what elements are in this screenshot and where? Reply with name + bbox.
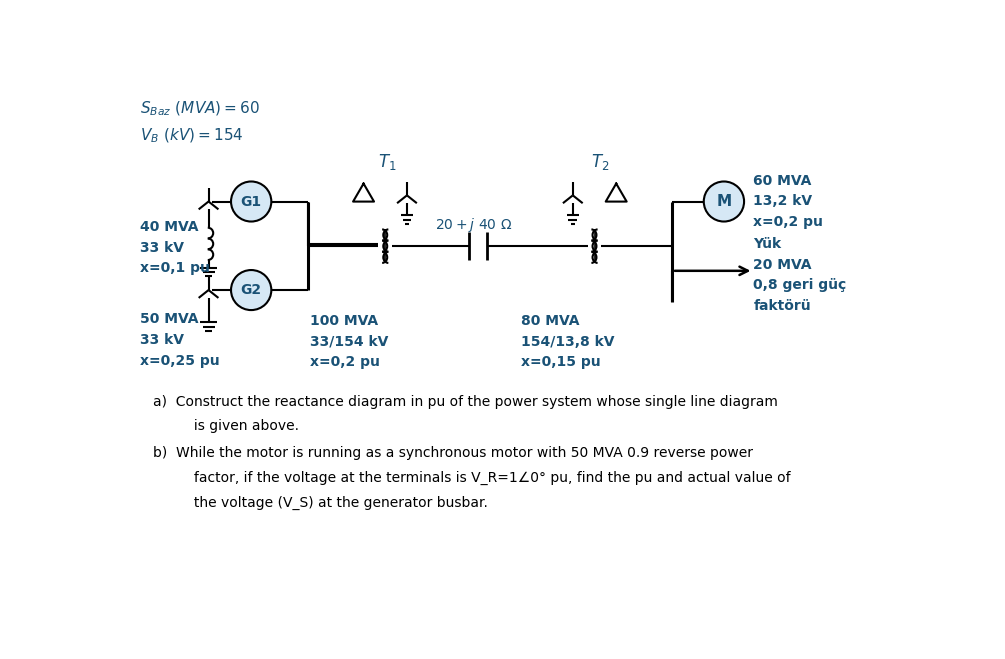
Text: x=0,2 pu: x=0,2 pu — [754, 215, 823, 229]
Text: is given above.: is given above. — [172, 419, 299, 433]
Text: 20 MVA: 20 MVA — [754, 258, 812, 272]
Text: factor, if the voltage at the terminals is V_R=1∠0° pu, find the pu and actual v: factor, if the voltage at the terminals … — [172, 471, 791, 485]
Text: the voltage (V_S) at the generator busbar.: the voltage (V_S) at the generator busba… — [172, 496, 488, 509]
Text: 100 MVA: 100 MVA — [311, 314, 378, 328]
Text: x=0,1 pu: x=0,1 pu — [140, 262, 209, 275]
Text: faktörü: faktörü — [754, 299, 811, 313]
Circle shape — [231, 270, 271, 310]
Circle shape — [231, 181, 271, 221]
Text: 154/13,8 kV: 154/13,8 kV — [521, 335, 614, 349]
Text: 50 MVA: 50 MVA — [140, 312, 198, 326]
Text: x=0,2 pu: x=0,2 pu — [311, 355, 380, 369]
Text: 40 MVA: 40 MVA — [140, 219, 198, 234]
Text: G2: G2 — [240, 283, 261, 297]
Text: $T_1$: $T_1$ — [378, 152, 396, 172]
Text: 33 kV: 33 kV — [140, 333, 184, 347]
Text: 80 MVA: 80 MVA — [521, 314, 579, 328]
Text: Yük: Yük — [754, 237, 782, 250]
Text: $S_{Baz}$ $(MVA) = 60$: $S_{Baz}$ $(MVA) = 60$ — [140, 100, 259, 118]
Text: 33/154 kV: 33/154 kV — [311, 335, 389, 349]
Text: a)  Construct the reactance diagram in pu of the power system whose single line : a) Construct the reactance diagram in pu… — [153, 395, 778, 409]
Text: $T_2$: $T_2$ — [591, 152, 609, 172]
Text: x=0,25 pu: x=0,25 pu — [140, 354, 219, 368]
Text: $20 + j\ 40\ \Omega$: $20 + j\ 40\ \Omega$ — [435, 216, 513, 234]
Text: x=0,15 pu: x=0,15 pu — [521, 355, 601, 369]
Text: b)  While the motor is running as a synchronous motor with 50 MVA 0.9 reverse po: b) While the motor is running as a synch… — [153, 446, 753, 460]
Text: G1: G1 — [240, 194, 261, 208]
Text: M: M — [717, 194, 732, 209]
Text: 33 kV: 33 kV — [140, 241, 184, 254]
Text: $V_B$ $(kV) = 154$: $V_B$ $(kV) = 154$ — [140, 127, 243, 144]
Text: 60 MVA: 60 MVA — [754, 173, 812, 188]
Text: 0,8 geri güç: 0,8 geri güç — [754, 278, 846, 293]
Circle shape — [704, 181, 744, 221]
Text: 13,2 kV: 13,2 kV — [754, 194, 812, 208]
